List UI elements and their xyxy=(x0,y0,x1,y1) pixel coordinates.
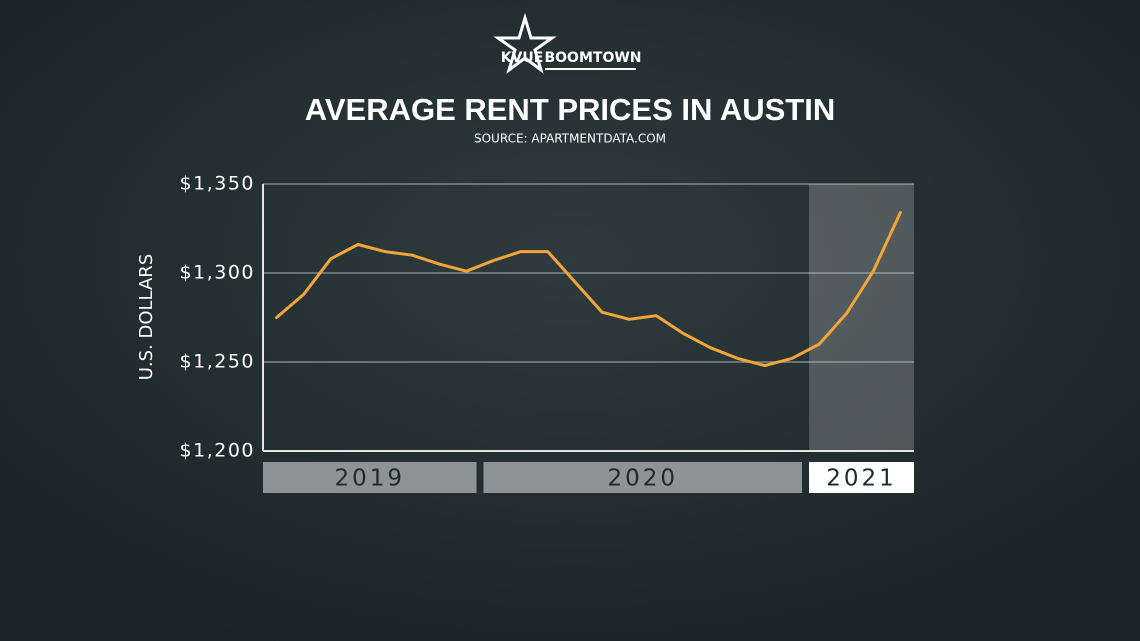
year-label: 2021 xyxy=(826,466,897,492)
chart-title: AVERAGE RENT PRICES IN AUSTIN xyxy=(305,92,836,127)
year-label: 2019 xyxy=(334,466,405,492)
year-band xyxy=(263,462,477,493)
logo-star xyxy=(493,12,557,74)
chart-subtitle: SOURCE: APARTMENTDATA.COM xyxy=(474,132,666,146)
year-band xyxy=(483,462,802,493)
data-line xyxy=(275,211,902,368)
logo-left: KVUE xyxy=(501,50,544,66)
y-axis-label: U.S. DOLLARS xyxy=(136,254,157,381)
logo-right: BOOMTOWN xyxy=(544,50,641,66)
highlight-region xyxy=(809,184,914,451)
y-tick-label: $1,250 xyxy=(180,351,255,373)
y-tick-label: $1,300 xyxy=(180,262,255,284)
y-tick-label: $1,200 xyxy=(180,440,255,462)
year-band xyxy=(809,462,914,493)
logo: KVUE BOOMTOWN xyxy=(493,12,642,74)
year-label: 2020 xyxy=(607,466,678,492)
y-tick-label: $1,350 xyxy=(180,173,255,195)
